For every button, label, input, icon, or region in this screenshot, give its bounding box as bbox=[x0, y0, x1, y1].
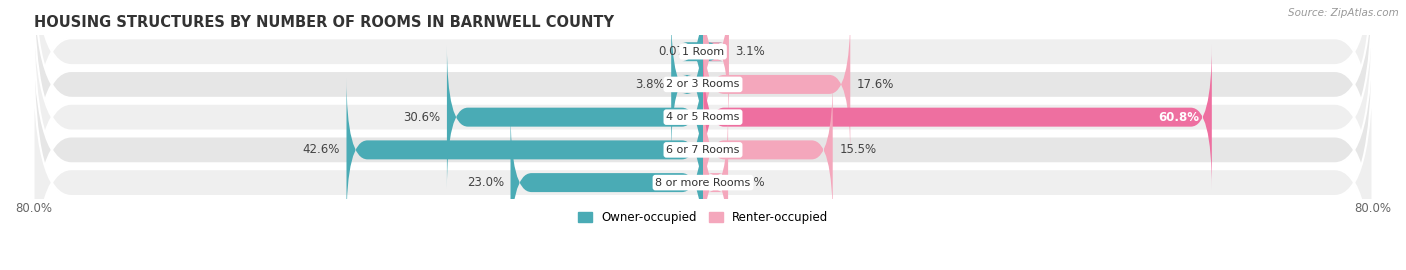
Text: 3.8%: 3.8% bbox=[636, 78, 665, 91]
Text: 17.6%: 17.6% bbox=[858, 78, 894, 91]
FancyBboxPatch shape bbox=[682, 0, 723, 124]
Legend: Owner-occupied, Renter-occupied: Owner-occupied, Renter-occupied bbox=[572, 207, 834, 229]
FancyBboxPatch shape bbox=[346, 77, 703, 222]
FancyBboxPatch shape bbox=[703, 77, 832, 222]
Text: 1 Room: 1 Room bbox=[682, 47, 724, 57]
Text: 3.0%: 3.0% bbox=[735, 176, 765, 189]
FancyBboxPatch shape bbox=[703, 0, 728, 124]
FancyBboxPatch shape bbox=[671, 12, 703, 157]
FancyBboxPatch shape bbox=[34, 0, 1372, 185]
Text: Source: ZipAtlas.com: Source: ZipAtlas.com bbox=[1288, 8, 1399, 18]
FancyBboxPatch shape bbox=[34, 0, 1372, 251]
Text: 0.07%: 0.07% bbox=[658, 45, 696, 58]
Text: 3.1%: 3.1% bbox=[735, 45, 765, 58]
Text: 6 or 7 Rooms: 6 or 7 Rooms bbox=[666, 145, 740, 155]
Text: 2 or 3 Rooms: 2 or 3 Rooms bbox=[666, 79, 740, 89]
Text: 15.5%: 15.5% bbox=[839, 143, 876, 156]
FancyBboxPatch shape bbox=[34, 0, 1372, 218]
Text: 4 or 5 Rooms: 4 or 5 Rooms bbox=[666, 112, 740, 122]
FancyBboxPatch shape bbox=[510, 110, 703, 255]
FancyBboxPatch shape bbox=[703, 110, 728, 255]
Text: 30.6%: 30.6% bbox=[404, 111, 440, 124]
Text: HOUSING STRUCTURES BY NUMBER OF ROOMS IN BARNWELL COUNTY: HOUSING STRUCTURES BY NUMBER OF ROOMS IN… bbox=[34, 15, 613, 30]
FancyBboxPatch shape bbox=[703, 12, 851, 157]
Text: 42.6%: 42.6% bbox=[302, 143, 340, 156]
Text: 23.0%: 23.0% bbox=[467, 176, 503, 189]
FancyBboxPatch shape bbox=[447, 45, 703, 190]
Text: 8 or more Rooms: 8 or more Rooms bbox=[655, 178, 751, 188]
FancyBboxPatch shape bbox=[34, 49, 1372, 270]
FancyBboxPatch shape bbox=[34, 16, 1372, 270]
FancyBboxPatch shape bbox=[703, 45, 1212, 190]
Text: 60.8%: 60.8% bbox=[1159, 111, 1199, 124]
